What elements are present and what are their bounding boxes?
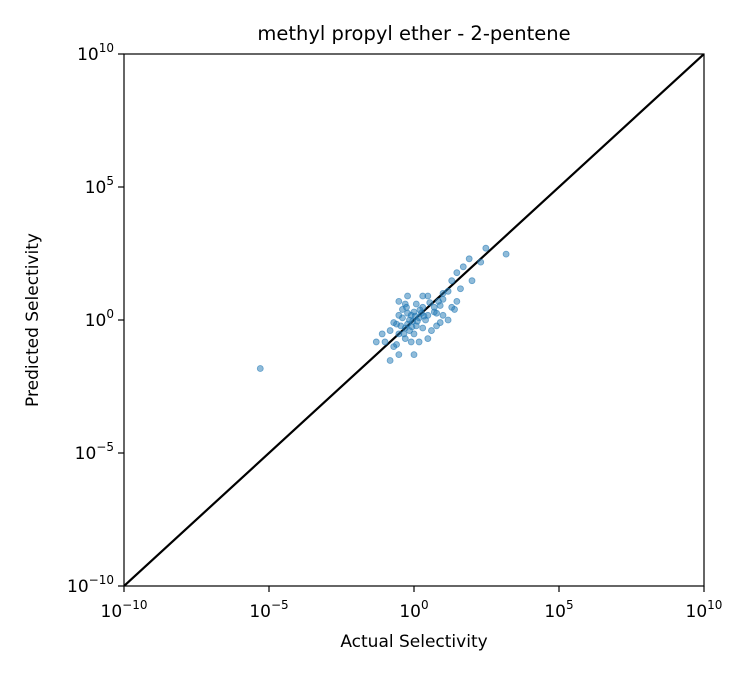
data-point [439,289,447,297]
x-axis: 10−10 10−5 100 105 1010 [101,586,723,622]
data-point [395,298,403,305]
data-point [372,338,380,346]
y-tick-base: 10 [77,45,99,65]
data-point [393,341,400,348]
y-tick-exponent: 10 [99,41,114,55]
x-tick-base: 10 [249,602,271,622]
data-point [453,298,461,305]
data-point [420,312,428,320]
x-tick-exponent: 5 [566,598,574,612]
x-tick-exponent: −5 [271,598,289,612]
chart-title: methyl propyl ether - 2-pentene [257,22,570,45]
y-tick-exponent: −10 [89,573,114,587]
data-point [419,324,427,332]
data-point [381,338,389,346]
data-point [439,295,447,303]
x-tick-exponent: 0 [421,598,429,612]
data-points [256,244,510,372]
data-point [477,258,485,266]
data-point [468,277,476,285]
x-tick-label: 105 [544,598,573,622]
y-tick-label: 1010 [77,41,114,65]
data-point [419,292,427,300]
data-point [399,314,406,322]
y-tick-label: 105 [85,174,114,198]
data-point [378,330,386,338]
x-tick-label: 10−10 [101,598,148,622]
data-point [436,302,444,309]
y-tick-base: 10 [67,577,89,597]
data-point [459,263,467,271]
y-tick-label: 10−5 [75,440,114,464]
y-axis-label: Predicted Selectivity [23,233,43,407]
y-tick-exponent: 5 [106,174,114,188]
data-point [410,351,418,359]
data-point [411,312,419,320]
x-tick-base: 10 [686,602,708,622]
x-axis-label: Actual Selectivity [340,632,487,652]
x-tick-base: 10 [101,602,123,622]
data-point [386,327,394,334]
data-point [403,303,410,311]
plot-area [123,53,705,587]
data-point [433,322,440,330]
data-point [404,292,411,300]
data-point [457,285,464,293]
data-point [424,335,432,342]
x-tick-base: 10 [544,602,566,622]
data-point [451,306,458,313]
x-tick-label: 10−5 [249,598,288,622]
data-point [448,277,456,285]
data-point [410,330,418,338]
x-tick-label: 1010 [686,598,723,622]
data-point [416,306,424,314]
data-point [426,299,434,307]
data-point [386,357,394,364]
data-point [428,327,435,334]
data-point [415,338,423,346]
x-tick-exponent: −10 [122,598,147,612]
data-point [407,338,415,346]
data-point [256,365,264,372]
data-point [400,330,408,338]
data-point [433,309,440,317]
data-point [502,250,510,258]
y-tick-label: 100 [85,307,114,331]
data-point [412,300,420,308]
data-point [453,269,461,277]
data-point [404,309,411,317]
data-point [408,323,416,331]
y-tick-base: 10 [85,178,107,198]
x-tick-exponent: 10 [707,598,722,612]
y-tick-exponent: −5 [96,440,114,454]
data-point [395,351,403,359]
y-tick-base: 10 [85,311,107,331]
data-point [430,303,438,311]
x-tick-label: 100 [399,598,428,622]
data-point [482,244,490,252]
data-point [444,316,452,324]
y-tick-label: 10−10 [67,573,114,597]
x-tick-base: 10 [399,602,421,622]
y-tick-exponent: 0 [106,307,114,321]
data-point [439,311,447,319]
data-point [465,255,473,263]
y-tick-base: 10 [75,444,97,464]
data-point [393,320,400,328]
